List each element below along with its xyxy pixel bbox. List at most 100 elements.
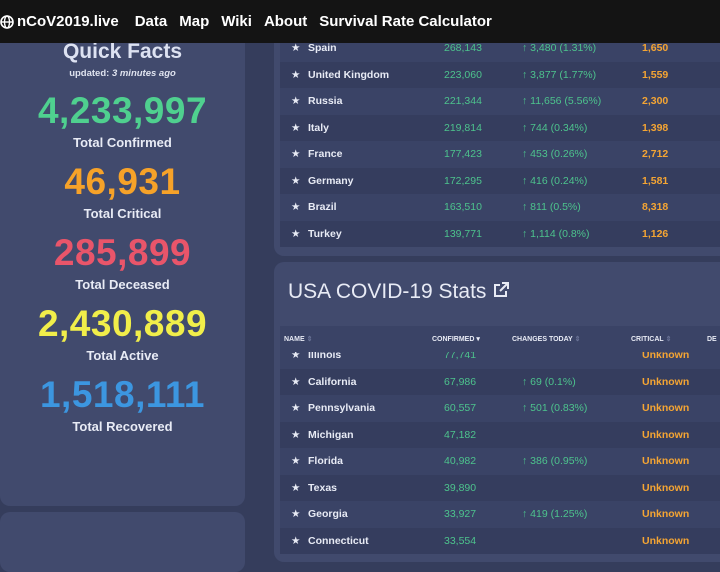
stat-value: 4,233,997 xyxy=(37,90,208,131)
region-name[interactable]: Brazil xyxy=(308,194,444,221)
table-row[interactable]: ★ United Kingdom 223,060 ↑ 3,877 (1.77%) 1,5… xyxy=(280,61,720,88)
star-icon[interactable]: ★ xyxy=(280,220,308,247)
region-name[interactable]: Texas xyxy=(308,474,444,501)
header-critical[interactable]: CRITICAL ⇕ xyxy=(631,336,672,343)
nav-wiki[interactable]: Wiki xyxy=(221,13,252,30)
star-icon[interactable]: ★ xyxy=(280,527,308,554)
deaths-count xyxy=(712,167,720,194)
table-row[interactable]: ★ Brazil 163,510 ↑ 811 (0.5%) 8,318 xyxy=(280,194,720,221)
star-icon[interactable]: ★ xyxy=(280,448,308,475)
change-today: ↑ 419 (1.25%) xyxy=(522,501,642,528)
region-name[interactable]: United Kingdom xyxy=(308,61,444,88)
world-table: ★ Spain 268,143 ↑ 3,480 (1.31%) 1,650 ★ United… xyxy=(280,35,720,247)
region-name[interactable]: Turkey xyxy=(308,220,444,247)
table-row[interactable]: ★ Texas 39,890 Unknown xyxy=(280,474,720,501)
star-icon[interactable]: ★ xyxy=(280,194,308,221)
region-name[interactable]: California xyxy=(308,368,444,395)
region-name[interactable]: Michigan xyxy=(308,421,444,448)
critical-count: 2,712 xyxy=(642,141,712,168)
nav-data[interactable]: Data xyxy=(134,13,168,30)
table-row[interactable]: ★ Russia 221,344 ↑ 11,656 (5.56%) 2,300 xyxy=(280,88,720,115)
table-row[interactable]: ★ Connecticut 33,554 Unknown xyxy=(280,527,720,554)
region-name[interactable]: Germany xyxy=(308,167,444,194)
region-name[interactable]: Georgia xyxy=(308,501,444,528)
nav-survival-calculator[interactable]: Survival Rate Calculator xyxy=(319,13,492,30)
brand-link[interactable]: nCoV2019.live xyxy=(0,13,119,30)
critical-count: Unknown xyxy=(642,448,712,475)
stat-label: Total Deceased xyxy=(75,277,170,292)
usa-table: ★ Illinois 77,741 Unknown ★ California 67,986 ↑… xyxy=(280,342,720,554)
deaths-count xyxy=(712,194,720,221)
confirmed-count: 223,060 xyxy=(444,61,522,88)
stat-value: 285,899 xyxy=(53,232,192,273)
region-name[interactable]: Florida xyxy=(308,448,444,475)
critical-count: 8,318 xyxy=(642,194,712,221)
usa-stats-title[interactable]: USA COVID-19 Stats xyxy=(288,280,510,304)
star-icon[interactable]: ★ xyxy=(280,421,308,448)
stat-label: Total Confirmed xyxy=(73,135,172,150)
star-icon[interactable]: ★ xyxy=(280,88,308,115)
star-icon[interactable]: ★ xyxy=(280,474,308,501)
stat-label: Total Active xyxy=(86,348,159,363)
deaths-count xyxy=(712,368,720,395)
usa-stats-panel: USA COVID-19 Stats NAME ⇕ CONFIRMED ▾ CH… xyxy=(274,262,720,562)
star-icon[interactable]: ★ xyxy=(280,167,308,194)
star-icon[interactable]: ★ xyxy=(280,368,308,395)
critical-count: 1,126 xyxy=(642,220,712,247)
table-row[interactable]: ★ Pennsylvania 60,557 ↑ 501 (0.83%) Unknown xyxy=(280,395,720,422)
star-icon[interactable]: ★ xyxy=(280,61,308,88)
star-icon[interactable]: ★ xyxy=(280,114,308,141)
header-changes-today[interactable]: CHANGES TODAY ⇕ xyxy=(512,336,581,343)
nav-about[interactable]: About xyxy=(263,13,308,30)
table-row[interactable]: ★ Michigan 47,182 Unknown xyxy=(280,421,720,448)
change-today: ↑ 811 (0.5%) xyxy=(522,194,642,221)
stat-block: 1,518,111 Total Recovered xyxy=(0,373,245,434)
table-row[interactable]: ★ Turkey 139,771 ↑ 1,114 (0.8%) 1,126 xyxy=(280,220,720,247)
stat-value: 46,931 xyxy=(64,161,181,202)
region-name[interactable]: Pennsylvania xyxy=(308,395,444,422)
deaths-count xyxy=(712,527,720,554)
header-confirmed[interactable]: CONFIRMED ▾ xyxy=(432,336,480,343)
confirmed-count: 221,344 xyxy=(444,88,522,115)
table-row[interactable]: ★ Florida 40,982 ↑ 386 (0.95%) Unknown xyxy=(280,448,720,475)
header-name[interactable]: NAME ⇕ xyxy=(284,336,313,343)
header-deaths[interactable]: DE xyxy=(707,335,717,343)
critical-count: Unknown xyxy=(642,474,712,501)
region-name[interactable]: Italy xyxy=(308,114,444,141)
nav-map[interactable]: Map xyxy=(179,13,210,30)
region-name[interactable]: France xyxy=(308,141,444,168)
confirmed-count: 40,982 xyxy=(444,448,522,475)
confirmed-count: 177,423 xyxy=(444,141,522,168)
table-row[interactable]: ★ France 177,423 ↑ 453 (0.26%) 2,712 xyxy=(280,141,720,168)
region-name[interactable]: Connecticut xyxy=(308,527,444,554)
critical-count: Unknown xyxy=(642,527,712,554)
change-today: ↑ 453 (0.26%) xyxy=(522,141,642,168)
table-row[interactable]: ★ California 67,986 ↑ 69 (0.1%) Unknown xyxy=(280,368,720,395)
deaths-count xyxy=(712,114,720,141)
change-today: ↑ 1,114 (0.8%) xyxy=(522,220,642,247)
updated-text: updated: 3 minutes ago xyxy=(69,68,176,79)
top-navbar: nCoV2019.live Data Map Wiki About Surviv… xyxy=(0,0,720,43)
change-today: ↑ 69 (0.1%) xyxy=(522,368,642,395)
change-today: ↑ 416 (0.24%) xyxy=(522,167,642,194)
table-row[interactable]: ★ Italy 219,814 ↑ 744 (0.34%) 1,398 xyxy=(280,114,720,141)
stat-block: 285,899 Total Deceased xyxy=(0,231,245,292)
table-row[interactable]: ★ Germany 172,295 ↑ 416 (0.24%) 1,581 xyxy=(280,167,720,194)
star-icon[interactable]: ★ xyxy=(280,501,308,528)
confirmed-count: 33,927 xyxy=(444,501,522,528)
critical-count: 1,581 xyxy=(642,167,712,194)
critical-count: 2,300 xyxy=(642,88,712,115)
change-today: ↑ 501 (0.83%) xyxy=(522,395,642,422)
stat-label: Total Critical xyxy=(83,206,162,221)
star-icon[interactable]: ★ xyxy=(280,141,308,168)
change-today: ↑ 744 (0.34%) xyxy=(522,114,642,141)
usa-table-header: NAME ⇕ CONFIRMED ▾ CHANGES TODAY ⇕ CRITI… xyxy=(280,326,720,352)
table-row[interactable]: ★ Georgia 33,927 ↑ 419 (1.25%) Unknown xyxy=(280,501,720,528)
region-name[interactable]: Russia xyxy=(308,88,444,115)
deaths-count xyxy=(712,220,720,247)
brand-name: nCoV2019.live xyxy=(17,13,119,30)
star-icon[interactable]: ★ xyxy=(280,395,308,422)
external-link-icon[interactable] xyxy=(492,281,510,299)
globe-icon xyxy=(0,14,14,29)
change-today xyxy=(522,527,642,554)
